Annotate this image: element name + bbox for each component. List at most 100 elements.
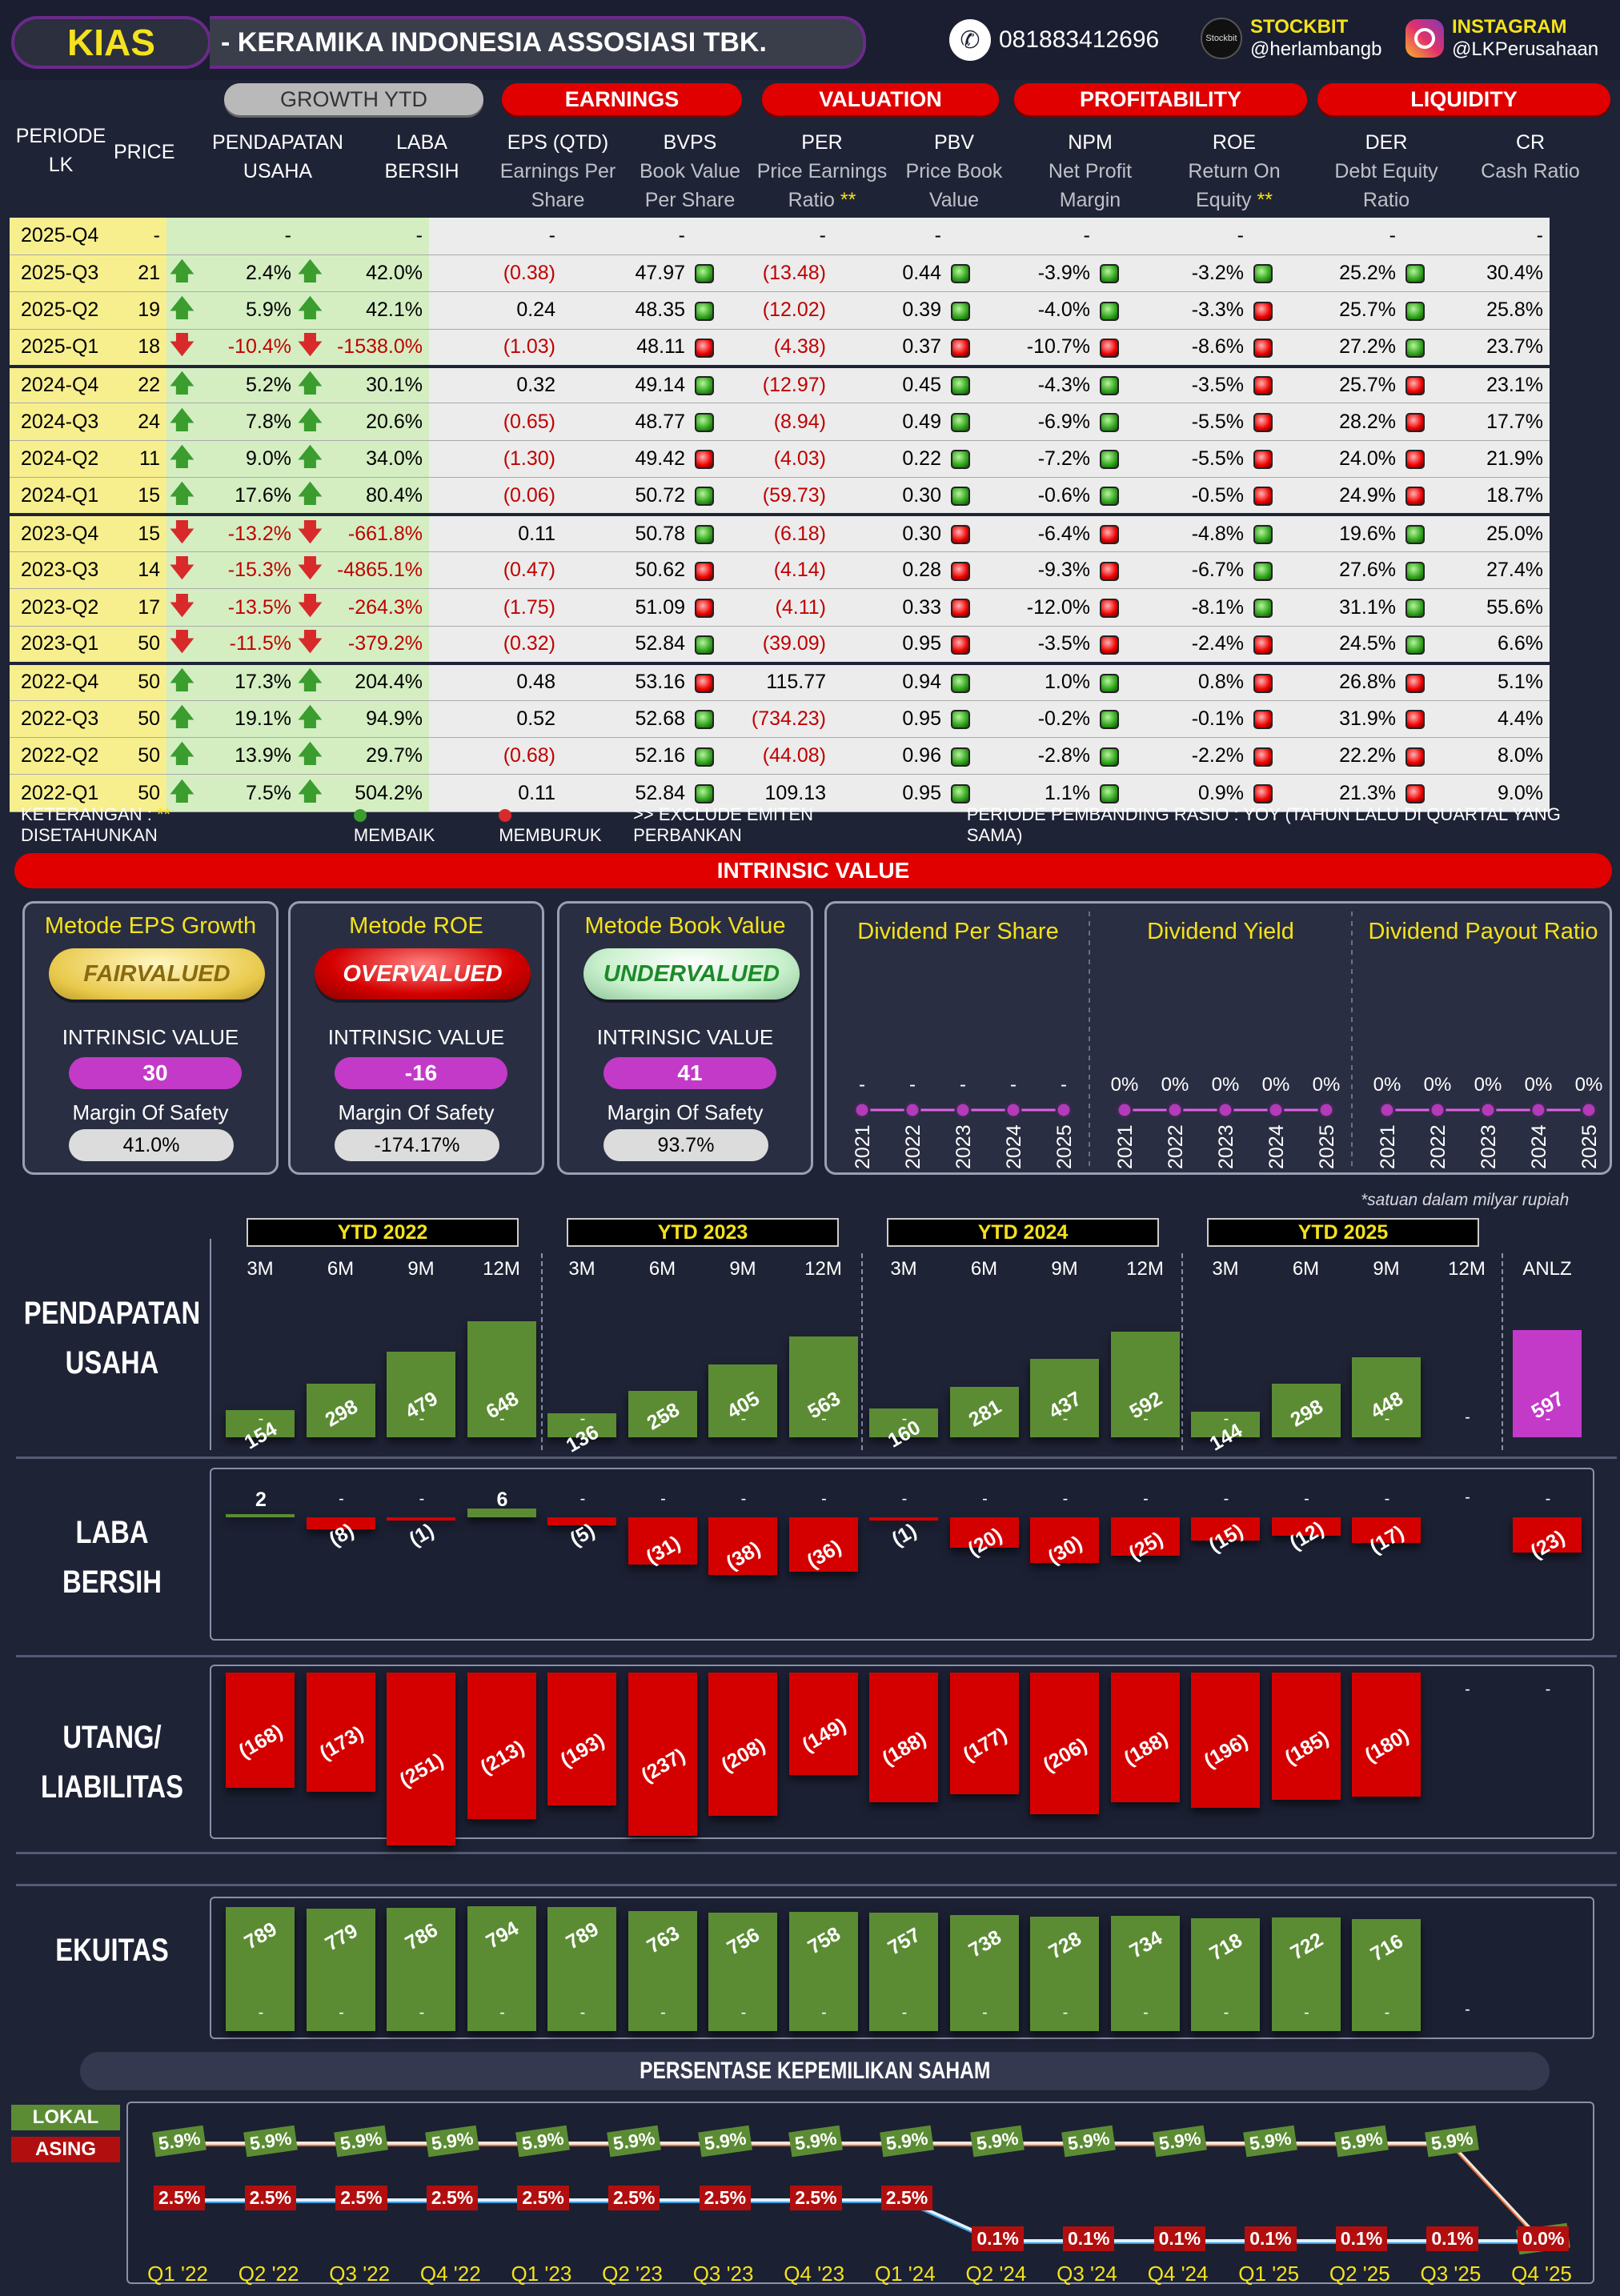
- cell-periode: 2024-Q4: [10, 364, 109, 404]
- cell-periode: 2025-Q4: [10, 218, 109, 255]
- col-price: PRICE: [114, 141, 175, 163]
- dividend-value: 0%: [1212, 1074, 1240, 1096]
- cell-ni-growth: 94.9%: [322, 700, 429, 738]
- arrow-up-icon: 🡅: [170, 258, 194, 286]
- stockbit-contact[interactable]: Stockbit STOCKBIT @herlambangb: [1201, 16, 1381, 61]
- asing-value: 2.5%: [426, 2186, 479, 2210]
- iv-value: 41: [603, 1057, 776, 1089]
- cell-bvps: -: [562, 218, 692, 255]
- green-indicator-icon: [951, 301, 970, 321]
- cell-price: 22: [109, 364, 166, 404]
- dividend-value: -: [909, 1074, 916, 1096]
- dividend-value: 0%: [1474, 1074, 1502, 1096]
- red-indicator-icon: [951, 561, 970, 581]
- cell-der: 24.9%: [1277, 477, 1402, 515]
- cell-npm: -9.3%: [975, 551, 1097, 590]
- dividend-value: 0%: [1313, 1074, 1341, 1096]
- tick-mark: -: [1384, 2004, 1390, 2022]
- dividend-title-payout: Dividend Payout Ratio: [1369, 919, 1598, 944]
- col-laba: LABA BERSIH: [384, 131, 459, 182]
- table-row: 2023-Q2 17 🡇 -13.5% 🡇 -264.3% (1.75) 51.09 (4.11…: [10, 588, 1550, 627]
- green-indicator-icon: [695, 524, 714, 544]
- tick-mark: -: [1062, 1410, 1069, 1428]
- iv-status-badge: UNDERVALUED: [583, 948, 800, 1000]
- red-indicator-icon: [695, 450, 714, 470]
- tick-mark: -: [499, 2004, 505, 2022]
- table-row: 2024-Q3 24 🡅 7.8% 🡅 20.6% (0.65) 48.77 (8.94) 0.4…: [10, 403, 1550, 441]
- month-label: 12M: [1448, 1258, 1486, 1280]
- green-indicator-icon: [951, 487, 970, 507]
- cell-periode: 2024-Q1: [10, 477, 109, 515]
- cell-ni-growth: -: [322, 218, 429, 255]
- cell-price: 19: [109, 291, 166, 330]
- cell-per: (59.73): [719, 477, 832, 515]
- quarter-label: Q1 '24: [874, 2262, 936, 2286]
- asing-value: 2.5%: [790, 2186, 842, 2210]
- col-der: DER Debt Equity Ratio: [1334, 131, 1438, 211]
- cell-npm: 1.1%: [975, 774, 1097, 812]
- red-indicator-icon: [951, 524, 970, 544]
- mos-value: 93.7%: [603, 1129, 768, 1161]
- table-row: 2025-Q1 18 🡇 -10.4% 🡇 -1538.0% (1.03) 48.11 (4.3…: [10, 329, 1550, 367]
- cell-per: 115.77: [719, 661, 832, 701]
- cell-ni-growth: 34.0%: [322, 440, 429, 479]
- cell-npm: -10.7%: [975, 329, 1097, 367]
- quarter-label: Q4 '24: [1147, 2262, 1209, 2286]
- legend-periode: PERIODE PEMBANDING RASIO : YOY (TAHUN LA…: [966, 804, 1561, 845]
- revenue-bar: [1513, 1330, 1582, 1437]
- revenue-bar: [306, 1384, 375, 1437]
- green-indicator-icon: [1405, 301, 1425, 321]
- red-indicator-icon: [1253, 301, 1273, 321]
- cell-pbv: 0.39: [832, 291, 948, 330]
- red-indicator-icon: [1253, 710, 1273, 730]
- revenue-bar: [226, 1409, 295, 1437]
- netincome-bar: [1271, 1517, 1341, 1536]
- green-indicator-icon: [695, 376, 714, 396]
- dividend-year: 2025: [1578, 1124, 1601, 1169]
- group-liquidity: LIQUIDITY: [1317, 83, 1610, 115]
- revenue-bar: [1352, 1356, 1421, 1437]
- green-indicator-icon: [1405, 598, 1425, 618]
- red-indicator-icon: [1405, 673, 1425, 693]
- cell-cr: 18.7%: [1430, 477, 1550, 515]
- asing-value: 0.1%: [1153, 2226, 1206, 2251]
- tick-mark: -: [1545, 1490, 1551, 1508]
- table-row: 2024-Q2 11 🡅 9.0% 🡅 34.0% (1.30) 49.42 (4.03) 0.2…: [10, 440, 1550, 479]
- arrow-down-icon: 🡇: [298, 592, 323, 619]
- dividend-charts: Dividend Per Share - 2021 - 2022 - 2023 - 2024 - 2…: [852, 912, 1602, 1169]
- dividend-year: 2023: [1215, 1124, 1237, 1169]
- mos-label: Margin Of Safety: [72, 1100, 229, 1124]
- phone-contact[interactable]: ✆ 081883412696: [949, 19, 1159, 61]
- cell-pbv: 0.96: [832, 737, 948, 775]
- green-indicator-icon: [1253, 561, 1273, 581]
- green-indicator-icon: [695, 487, 714, 507]
- tick-mark: -: [258, 1410, 264, 1428]
- instagram-contact[interactable]: INSTAGRAM @LKPerusahaan: [1405, 16, 1598, 61]
- period-divider: [541, 1253, 543, 1450]
- cell-bvps: 51.09: [562, 588, 692, 627]
- cell-cr: 30.4%: [1430, 254, 1550, 293]
- cell-bvps: 52.84: [562, 626, 692, 664]
- iv-card-1: Metode ROE OVERVALUED INTRINSIC VALUE -16 Ma…: [288, 901, 544, 1175]
- cell-per: (4.38): [719, 329, 832, 367]
- cell-npm: -3.5%: [975, 626, 1097, 664]
- tick-mark: -: [901, 1410, 908, 1428]
- netincome-bar: [1352, 1517, 1421, 1544]
- iv-status-badge: FAIRVALUED: [49, 948, 265, 1000]
- green-indicator-icon: [951, 747, 970, 767]
- green-indicator-icon: [1405, 338, 1425, 358]
- cell-pbv: 0.95: [832, 626, 948, 664]
- cell-cr: 25.8%: [1430, 291, 1550, 330]
- cell-npm: -4.3%: [975, 364, 1097, 404]
- cell-der: 25.2%: [1277, 254, 1402, 293]
- row-separator: [16, 1884, 1617, 1886]
- iv-label: INTRINSIC VALUE: [62, 1025, 239, 1049]
- cell-price: 50: [109, 700, 166, 738]
- cell-cr: 9.0%: [1430, 774, 1550, 812]
- arrow-up-icon: 🡅: [298, 295, 323, 323]
- table-row: 2022-Q4 50 🡅 17.3% 🡅 204.4% 0.48 53.16 115.77 0.9…: [10, 661, 1550, 701]
- cell-pbv: 0.49: [832, 403, 948, 441]
- cell-ni-growth: -661.8%: [322, 513, 429, 553]
- company-name: - KERAMIKA INDONESIA ASSOSIASI TBK.: [210, 16, 866, 69]
- arrow-down-icon: 🡇: [170, 592, 194, 619]
